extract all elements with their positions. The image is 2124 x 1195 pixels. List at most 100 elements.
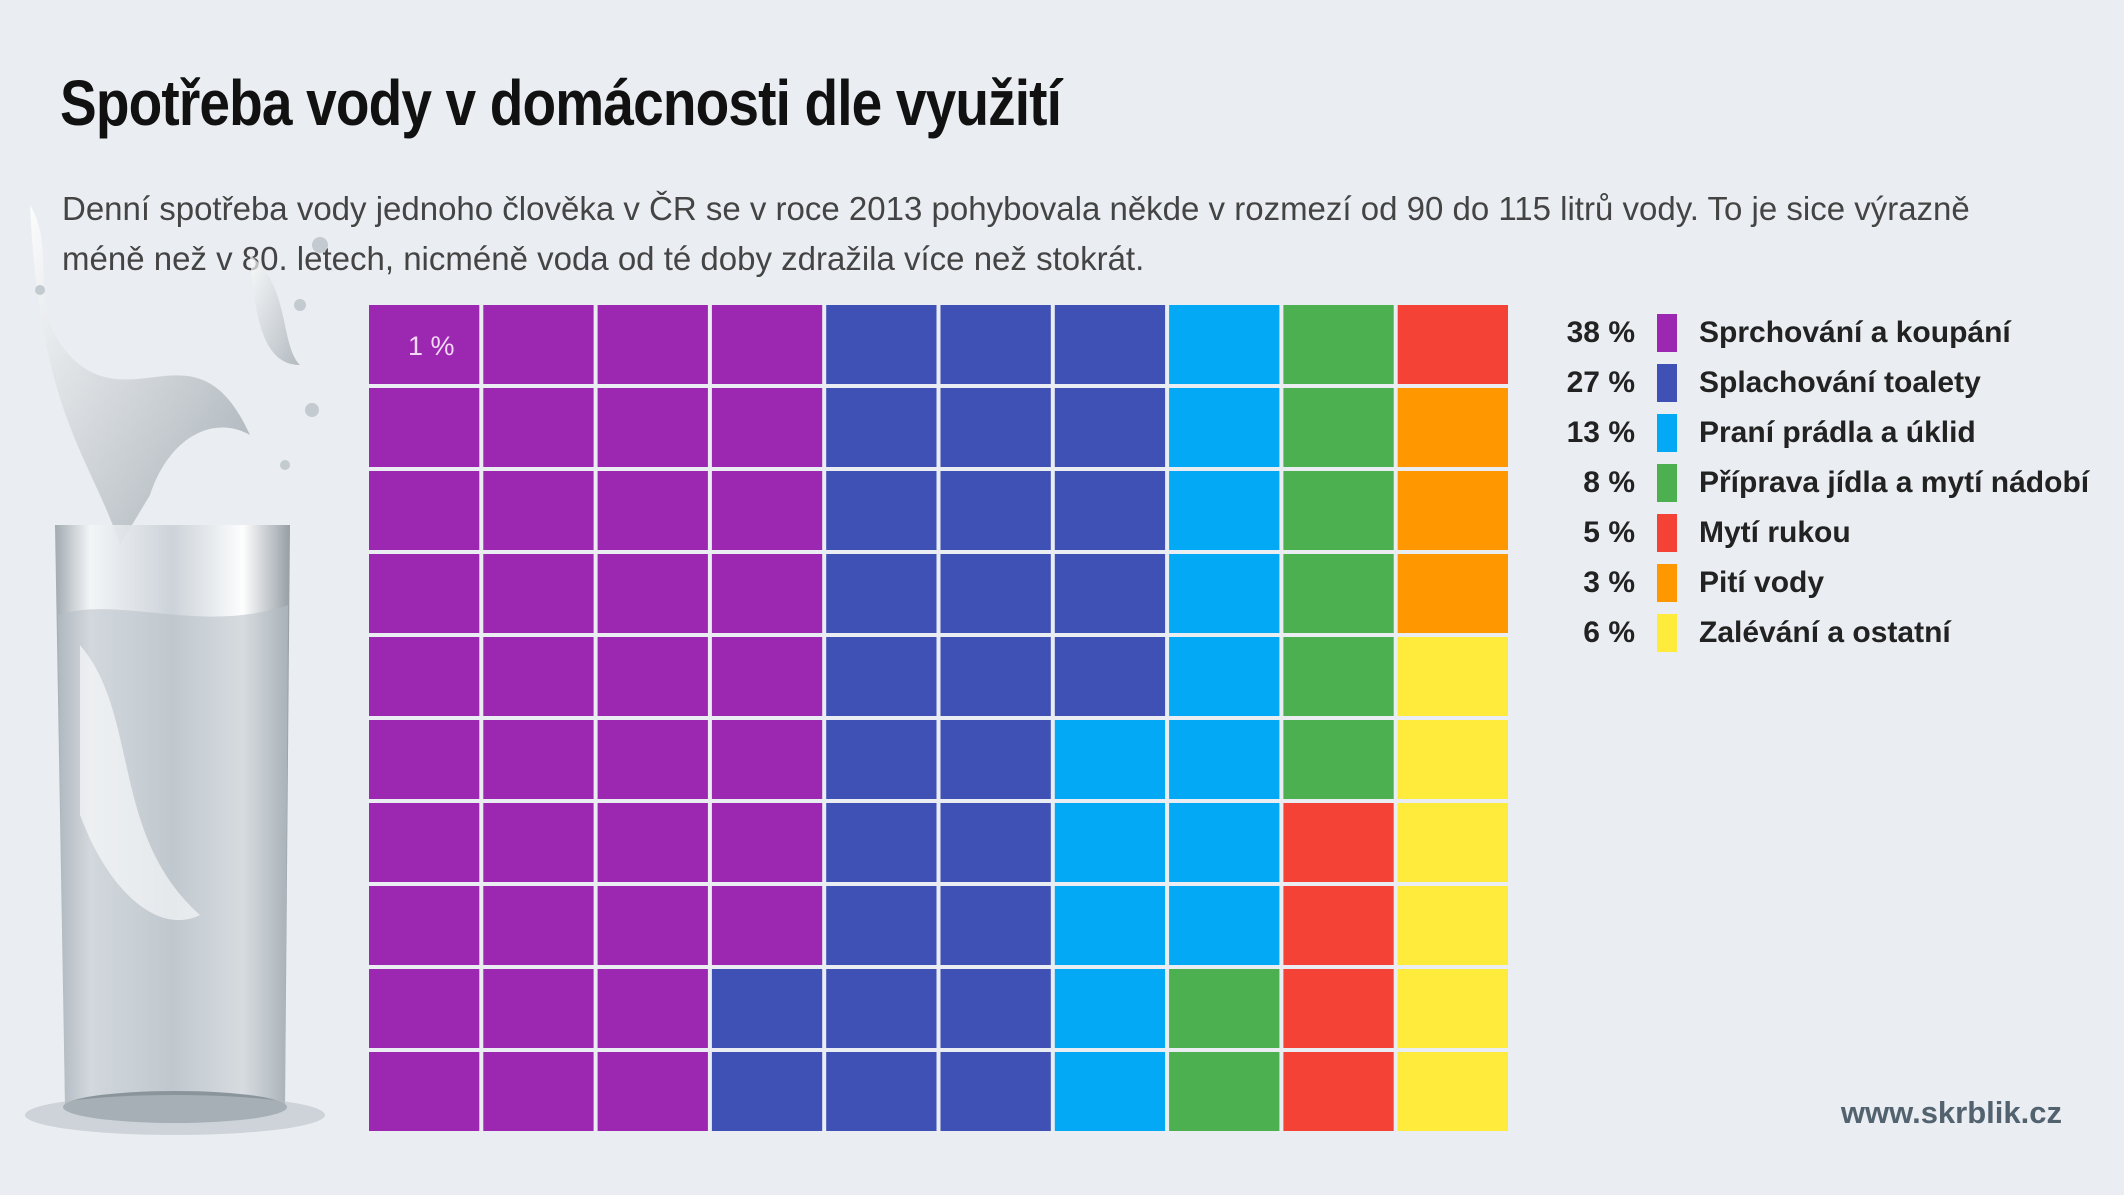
source-link[interactable]: www.skrblik.cz (1840, 1095, 2062, 1130)
waffle-cell (369, 305, 480, 384)
legend-label: Praní prádla a úklid (1699, 416, 1976, 449)
waffle-cell (1169, 969, 1280, 1048)
waffle-cell (1397, 637, 1508, 716)
waffle-cell (483, 803, 594, 882)
waffle-cell (483, 1052, 594, 1131)
waffle-cell (369, 720, 480, 799)
legend-swatch (1657, 614, 1677, 652)
waffle-cell (1169, 388, 1280, 467)
waffle-cell (1169, 803, 1280, 882)
legend-swatch (1657, 514, 1677, 552)
waffle-cell (1169, 554, 1280, 633)
waffle-cell (1283, 969, 1394, 1048)
waffle-cell (369, 803, 480, 882)
waffle-cell (1054, 305, 1166, 384)
waffle-cell (1397, 886, 1508, 965)
waffle-cell (1169, 886, 1280, 965)
waffle-cell (597, 637, 708, 716)
legend-value: 27 % (1566, 366, 1635, 399)
waffle-cell (597, 1052, 708, 1131)
waffle-cell (1169, 720, 1280, 799)
legend-item: 13 % Praní prádla a úklid (1540, 408, 2100, 458)
waffle-cell (826, 554, 937, 633)
waffle-cell (826, 637, 937, 716)
waffle-cell (940, 1052, 1051, 1131)
waffle-cell (1169, 471, 1280, 550)
water-glass-illustration (25, 205, 328, 1135)
waffle-cell (597, 886, 708, 965)
waffle-cell (483, 471, 594, 550)
waffle-cell (1054, 471, 1166, 550)
waffle-cell (940, 886, 1051, 965)
legend-item: 8 % Příprava jídla a mytí nádobí (1540, 458, 2100, 508)
waffle-cell (1169, 1052, 1280, 1131)
waffle-cell (711, 1052, 823, 1131)
legend-label: Mytí rukou (1699, 516, 1851, 549)
waffle-cell (597, 969, 708, 1048)
legend-item: 6 % Zalévání a ostatní (1540, 608, 2100, 658)
legend-swatch (1657, 314, 1677, 352)
waffle-cell (369, 471, 480, 550)
waffle-cell (369, 554, 480, 633)
waffle-cell (940, 554, 1051, 633)
waffle-cell (711, 969, 823, 1048)
waffle-cell (711, 803, 823, 882)
chart-legend: 38 % Sprchování a koupání 27 % Splachová… (1540, 308, 2100, 658)
waffle-cell (1169, 637, 1280, 716)
waffle-cell (711, 305, 823, 384)
waffle-cell (1397, 388, 1508, 467)
waffle-cell (940, 637, 1051, 716)
waffle-cell (1283, 637, 1394, 716)
waffle-cell (1397, 720, 1508, 799)
legend-item: 38 % Sprchování a koupání (1540, 308, 2100, 358)
legend-value: 5 % (1583, 516, 1635, 549)
legend-swatch (1657, 464, 1677, 502)
waffle-cell (1283, 1052, 1394, 1131)
waffle-cell (940, 720, 1051, 799)
waffle-cell (1283, 720, 1394, 799)
subtitle: Denní spotřeba vody jednoho člověka v ČR… (62, 190, 1970, 277)
waffle-cell (483, 720, 594, 799)
waffle-cell (1283, 803, 1394, 882)
waffle-unit-label: 1 % (408, 331, 455, 361)
waffle-cell (597, 803, 708, 882)
page-title: Spotřeba vody v domácnosti dle využití (60, 67, 1062, 139)
legend-label: Zalévání a ostatní (1699, 616, 1951, 649)
legend-item: 27 % Splachování toalety (1540, 358, 2100, 408)
waffle-cell (711, 637, 823, 716)
waffle-cell (826, 969, 937, 1048)
waffle-cell (711, 720, 823, 799)
waffle-cell (1054, 554, 1166, 633)
waffle-cell (711, 886, 823, 965)
waffle-cell (1283, 471, 1394, 550)
waffle-cell (597, 388, 708, 467)
waffle-cell (369, 886, 480, 965)
waffle-cell (1283, 554, 1394, 633)
legend-item: 3 % Pití vody (1540, 558, 2100, 608)
waffle-cell (1397, 305, 1508, 384)
waffle-cell (1169, 305, 1280, 384)
legend-label: Příprava jídla a mytí nádobí (1699, 466, 2090, 499)
legend-label: Pití vody (1699, 566, 1825, 599)
waffle-cell (711, 471, 823, 550)
waffle-cell (369, 388, 480, 467)
waffle-cell (711, 554, 823, 633)
waffle-cell (1054, 720, 1166, 799)
waffle-cell (483, 886, 594, 965)
waffle-cell (1054, 388, 1166, 467)
waffle-cell (940, 388, 1051, 467)
waffle-cell (369, 1052, 480, 1131)
legend-value: 38 % (1566, 316, 1635, 349)
legend-label: Sprchování a koupání (1699, 316, 2011, 349)
waffle-cell (826, 886, 937, 965)
waffle-cell (1397, 471, 1508, 550)
legend-swatch (1657, 564, 1677, 602)
legend-value: 8 % (1583, 466, 1635, 499)
waffle-cell (483, 388, 594, 467)
waffle-chart (369, 305, 1508, 1131)
waffle-cell (597, 471, 708, 550)
waffle-cell (369, 637, 480, 716)
waffle-cell (483, 637, 594, 716)
waffle-cell (826, 388, 937, 467)
legend-value: 13 % (1566, 416, 1635, 449)
